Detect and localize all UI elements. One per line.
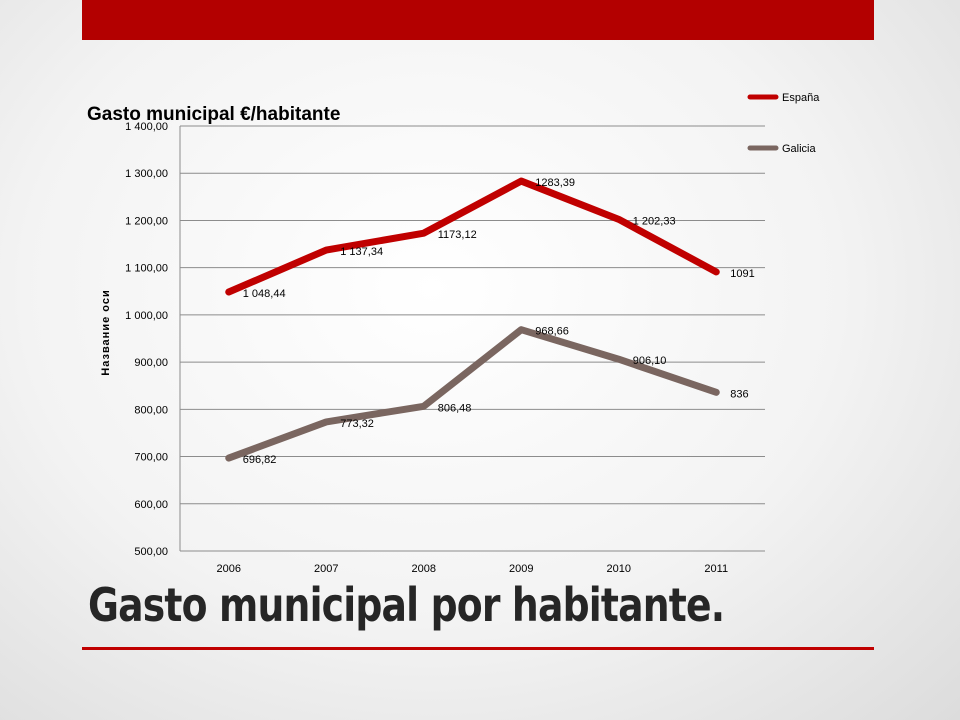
data-label: 1283,39 (535, 177, 575, 189)
data-label: 1173,12 (438, 229, 477, 241)
y-tick-label: 1 400,00 (125, 121, 168, 133)
slide-title: Gasto municipal por habitante. (88, 578, 725, 632)
y-tick-label: 1 300,00 (125, 168, 168, 180)
x-tick-label: 2009 (509, 563, 533, 575)
data-label: 696,82 (243, 454, 277, 466)
y-tick-label: 500,00 (134, 546, 168, 558)
y-tick-label: 600,00 (134, 499, 168, 511)
x-tick-label: 2007 (314, 563, 338, 575)
data-label: 836 (730, 388, 748, 400)
data-label: 773,32 (340, 418, 374, 430)
y-tick-label: 1 200,00 (125, 215, 168, 227)
y-axis-label: Название оси (100, 289, 112, 375)
data-label: 968,66 (535, 326, 569, 338)
top-accent-bar (82, 0, 874, 40)
x-tick-label: 2010 (607, 563, 631, 575)
x-tick-label: 2011 (704, 563, 728, 575)
x-axis-ticks: 2006 2007 2008 2009 2010 2011 (217, 563, 729, 575)
data-label: 1 048,44 (243, 288, 286, 300)
series-line-1 (225, 326, 720, 462)
chart-title: Gasto municipal €/habitante (87, 104, 341, 125)
x-tick-label: 2006 (217, 563, 241, 575)
series-line-0 (225, 177, 720, 296)
y-tick-label: 1 100,00 (125, 263, 168, 275)
data-label: 806,48 (438, 402, 472, 414)
title-underline (82, 647, 874, 650)
y-tick-label: 1 000,00 (125, 310, 168, 322)
legend-label: España (782, 92, 820, 104)
y-tick-label: 700,00 (134, 452, 168, 464)
x-tick-label: 2008 (412, 563, 436, 575)
y-axis-ticks: 500,00 600,00 700,00 800,00 900,00 1 000,00 1 … (125, 121, 168, 558)
gridlines (179, 125, 765, 552)
y-tick-label: 900,00 (134, 357, 168, 369)
legend-label: Galicia (782, 143, 817, 155)
data-label: 906,10 (633, 355, 667, 367)
data-label: 1 137,34 (340, 246, 383, 258)
y-tick-label: 800,00 (134, 404, 168, 416)
data-label: 1 202,33 (633, 215, 676, 227)
data-label: 1091 (730, 268, 754, 280)
series-group: 1 048,44 1 137,34 1173,12 1283,39 1 202,33 10… (225, 177, 755, 466)
legend: España Galicia (747, 92, 820, 155)
